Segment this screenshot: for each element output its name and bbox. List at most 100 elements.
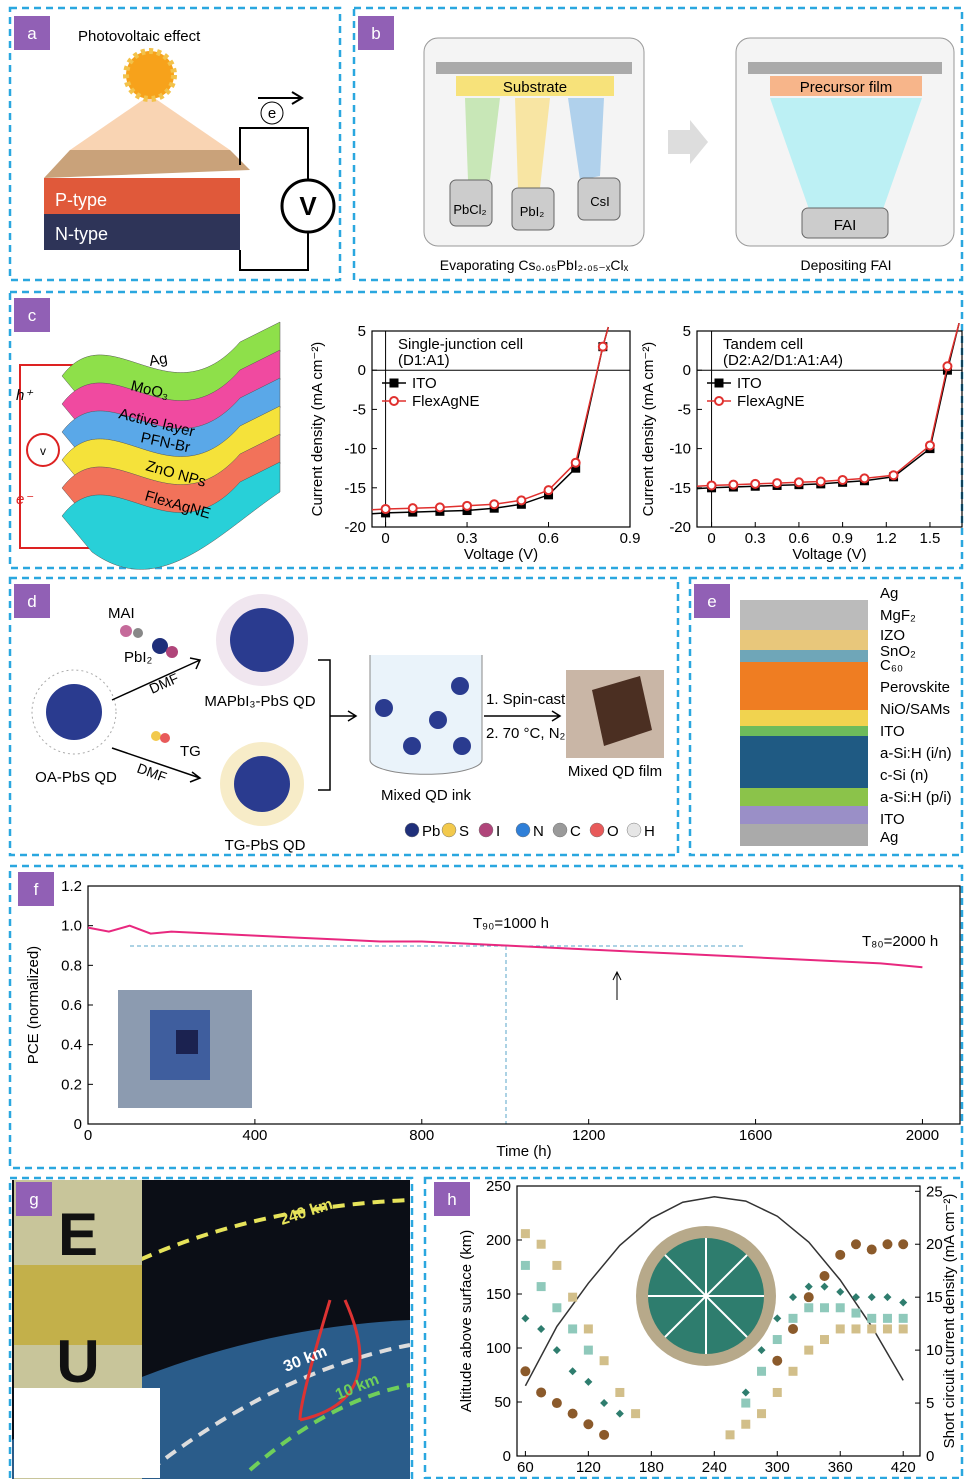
y2-tick-label: 0	[926, 1448, 934, 1465]
marker	[436, 503, 444, 511]
marker	[584, 1325, 592, 1333]
molecule	[151, 731, 161, 741]
y-tick-label: -5	[678, 401, 691, 418]
x-tick-label: 120	[576, 1459, 601, 1476]
x-tick-label: 240	[702, 1459, 727, 1476]
y-axis-label: Current density (mA cm⁻²)	[640, 342, 657, 517]
layer-label: Ag	[880, 585, 898, 602]
x-tick-label: 0.3	[457, 530, 478, 547]
legend-marker	[390, 397, 398, 405]
marker	[868, 1314, 876, 1322]
panel-a: a Photovoltaic effect P-type N-type V e	[14, 16, 334, 270]
legend-label: H	[644, 823, 655, 840]
marker	[537, 1325, 545, 1333]
y-tick-label: 0.8	[61, 957, 82, 974]
rocket-letter: E	[58, 1201, 98, 1268]
marker	[545, 486, 553, 494]
layer	[740, 710, 868, 726]
voltmeter-label: v	[40, 444, 46, 458]
marker	[569, 1325, 577, 1333]
marker	[868, 1293, 876, 1301]
layer-label: ITO	[880, 811, 905, 828]
x-tick-label: 1200	[572, 1127, 605, 1144]
marker	[758, 1367, 766, 1375]
layer-label: ITO	[880, 723, 905, 740]
x-tick-label: 420	[891, 1459, 916, 1476]
marker	[836, 1304, 844, 1312]
marker	[521, 1261, 529, 1269]
figure: a Photovoltaic effect P-type N-type V e …	[0, 0, 965, 1479]
marker	[584, 1346, 592, 1354]
x-tick-label: 800	[409, 1127, 434, 1144]
marker	[758, 1346, 766, 1354]
layer-label: a-Si:H (p/i)	[880, 789, 952, 806]
quantum-dot	[375, 699, 393, 717]
y-tick-label: 150	[486, 1286, 511, 1303]
x-tick-label: 0	[381, 530, 389, 547]
y-axis-label: Current density (mA cm⁻²)	[309, 342, 326, 517]
panel-label: b	[371, 24, 380, 43]
layer-label: NiO/SAMs	[880, 701, 950, 718]
label: MAPbI₃-PbS QD	[204, 693, 315, 710]
inset	[14, 1388, 160, 1478]
sun	[126, 51, 174, 99]
holder	[436, 62, 632, 74]
marker	[409, 504, 417, 512]
source-label: PbI₂	[520, 204, 545, 219]
legend-marker	[715, 379, 723, 387]
x-tick-label: 0.6	[538, 530, 559, 547]
y-tick-label: 5	[683, 323, 691, 340]
y-tick-label: -20	[669, 519, 691, 536]
grid-top	[44, 150, 250, 178]
label: DMF	[135, 760, 169, 785]
y-tick-label: -20	[344, 519, 366, 536]
panel-g: E U 240 km 30 km 10 km g	[12, 1180, 410, 1479]
marker	[852, 1240, 860, 1248]
legend-label: FlexAgNE	[412, 393, 480, 410]
chart-title: Single-junction cell	[398, 336, 523, 353]
legend-label: Pb	[422, 823, 440, 840]
marker	[860, 474, 868, 482]
label: OA-PbS QD	[35, 769, 117, 786]
source-label: FAI	[834, 217, 857, 234]
marker	[836, 1251, 844, 1259]
y-tick-label: -10	[344, 441, 366, 458]
marker	[795, 478, 803, 486]
marker	[883, 1314, 891, 1322]
y-tick-label: 100	[486, 1340, 511, 1357]
legend-label: ITO	[412, 375, 437, 392]
layer-label: C₆₀	[880, 657, 903, 674]
label: TG-PbS QD	[225, 837, 306, 854]
quantum-dot	[453, 737, 471, 755]
photo-detail	[176, 1030, 198, 1054]
layer-label: P-type	[55, 190, 107, 210]
y-tick-label: 0	[358, 362, 366, 379]
layer	[740, 824, 868, 846]
marker	[382, 505, 390, 513]
panel-b: b Substrate PbCl₂ PbI₂ CsI Evaporating C…	[358, 16, 954, 273]
marker	[839, 476, 847, 484]
quantum-dot	[234, 756, 290, 812]
caption: Evaporating Cs₀.₀₅PbI₂.₀₅₋ₓClₓ	[440, 257, 629, 273]
marker	[789, 1293, 797, 1301]
panel-h: h	[434, 1182, 776, 1366]
label: PbI₂	[124, 649, 153, 666]
legend-swatch	[627, 823, 641, 837]
panel-label: h	[447, 1190, 456, 1209]
marker	[773, 1314, 781, 1322]
marker	[773, 1357, 781, 1365]
panel-label: g	[29, 1190, 38, 1209]
marker	[553, 1304, 561, 1312]
layer-label: Ag	[880, 829, 898, 846]
marker	[820, 1336, 828, 1344]
marker	[521, 1314, 529, 1322]
legend-marker	[715, 397, 723, 405]
marker	[463, 502, 471, 510]
quantum-dot	[451, 677, 469, 695]
source-label: PbCl₂	[453, 202, 486, 217]
voltmeter-label: V	[299, 191, 317, 221]
label: Mixed QD ink	[381, 787, 472, 804]
marker	[572, 459, 580, 467]
layer	[740, 726, 868, 736]
layer-label: MgF₂	[880, 607, 916, 624]
